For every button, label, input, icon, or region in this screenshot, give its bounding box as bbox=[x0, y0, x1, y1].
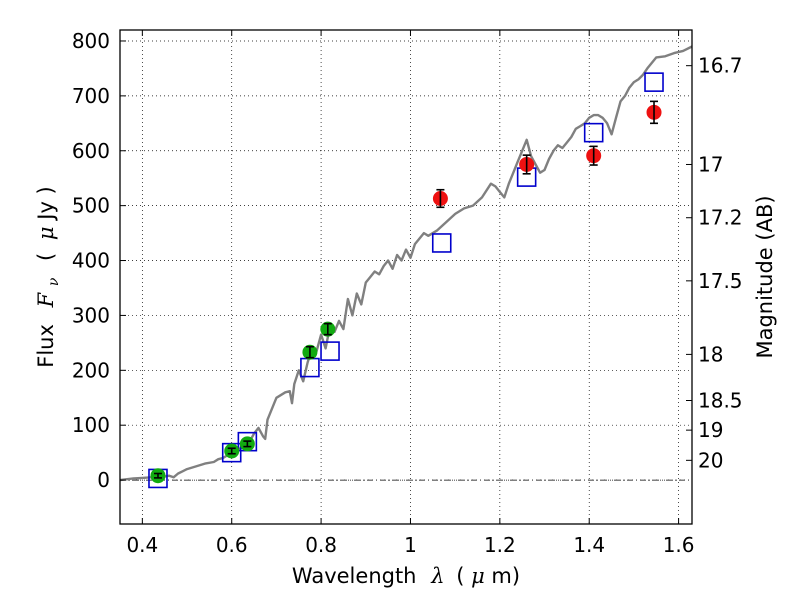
x-axis-ticks: 0.4 0.6 0.8 1 1.2 1.4 1.6 bbox=[126, 30, 695, 557]
data-series bbox=[119, 45, 693, 489]
x-tick-label: 0.8 bbox=[305, 533, 337, 557]
synthetic-photometry-square bbox=[583, 122, 604, 143]
x-tick-label: 1.2 bbox=[484, 533, 516, 557]
magnitude-tick-label: 17.2 bbox=[698, 206, 743, 230]
magnitude-tick-label: 17 bbox=[698, 152, 723, 176]
grid-lines bbox=[120, 30, 692, 524]
y-axis-symbol-nu: ν bbox=[46, 277, 62, 286]
synthetic-photometry-square bbox=[300, 357, 320, 378]
x-axis-title: Wavelength λ ( μ m) bbox=[292, 564, 520, 588]
y-axis-title-text: Flux bbox=[34, 324, 58, 368]
y-tick-label: 300 bbox=[72, 303, 110, 327]
x-tick-label: 0.6 bbox=[216, 533, 248, 557]
x-tick-label: 1.4 bbox=[573, 533, 605, 557]
magnitude-tick-label: 18.5 bbox=[698, 389, 743, 413]
y-tick-label: 700 bbox=[72, 84, 110, 108]
x-axis-unit-mu: μ bbox=[471, 564, 485, 588]
y-tick-label: 200 bbox=[72, 358, 110, 382]
y-axis-unit-rest: Jy ) bbox=[34, 186, 58, 222]
y-tick-label: 500 bbox=[72, 194, 110, 218]
y-axis-ticks: 0 100 200 300 400 500 600 700 800 bbox=[72, 29, 126, 492]
magnitude-axis-ticks: 16.7 17 17.2 17.5 18 18.5 19 20 bbox=[686, 54, 743, 472]
x-axis-title-text: Wavelength bbox=[292, 564, 417, 588]
x-axis-unit-rest: m) bbox=[491, 564, 520, 588]
y-tick-label: 100 bbox=[72, 413, 110, 437]
magnitude-tick-label: 16.7 bbox=[698, 54, 743, 78]
synthetic-photometry-square bbox=[431, 233, 452, 253]
magnitude-tick-label: 19 bbox=[698, 418, 723, 442]
magnitude-axis-title: Magnitude (AB) bbox=[753, 195, 777, 358]
x-axis-lambda: λ bbox=[430, 564, 444, 588]
y-tick-label: 0 bbox=[97, 468, 110, 492]
magnitude-tick-label: 18 bbox=[698, 342, 723, 366]
y-tick-label: 400 bbox=[72, 249, 110, 273]
y-axis-title: Flux F ν ( μ Jy ) bbox=[34, 186, 63, 368]
synthetic-photometry-square bbox=[320, 341, 340, 361]
x-tick-label: 1.6 bbox=[663, 533, 695, 557]
magnitude-tick-label: 20 bbox=[698, 448, 723, 472]
plot-frame bbox=[119, 29, 693, 525]
y-axis-unit-open: ( bbox=[34, 253, 58, 261]
x-tick-label: 1 bbox=[404, 533, 417, 557]
magnitude-tick-label: 17.5 bbox=[698, 269, 743, 293]
y-tick-label: 800 bbox=[72, 29, 110, 53]
x-tick-label: 0.4 bbox=[126, 533, 158, 557]
x-axis-unit-open: ( bbox=[456, 564, 464, 588]
synthetic-photometry-square bbox=[644, 72, 664, 92]
y-axis-unit-mu: μ bbox=[34, 226, 58, 240]
y-axis-symbol-f: F bbox=[34, 291, 58, 308]
spectrum-line bbox=[119, 45, 693, 482]
y-tick-label: 600 bbox=[72, 139, 110, 163]
